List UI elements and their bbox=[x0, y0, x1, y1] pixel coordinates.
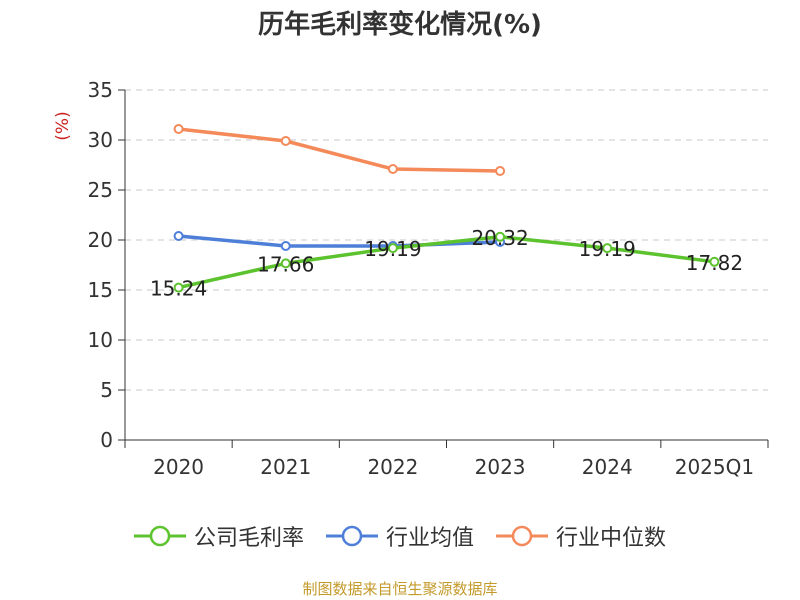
y-tick-label: 25 bbox=[88, 178, 113, 202]
y-tick-label: 15 bbox=[88, 278, 113, 302]
data-point bbox=[495, 166, 506, 176]
data-label: 15.24 bbox=[150, 277, 207, 301]
x-tick-label: 2023 bbox=[475, 455, 526, 479]
legend-marker-icon bbox=[133, 525, 186, 547]
grid-lines bbox=[125, 89, 768, 391]
x-tick-label: 2022 bbox=[367, 455, 418, 479]
y-tick-label: 35 bbox=[88, 78, 113, 102]
x-tick-label: 2020 bbox=[153, 455, 204, 479]
source-note: 制图数据来自恒生聚源数据库 bbox=[302, 580, 498, 598]
data-point bbox=[280, 136, 291, 146]
data-label: 20.32 bbox=[471, 226, 528, 250]
legend-item-0[interactable]: 公司毛利率 bbox=[133, 520, 304, 552]
y-tick-label: 5 bbox=[100, 378, 113, 402]
y-axis-label: (%) bbox=[53, 111, 73, 140]
data-label: 17.82 bbox=[686, 251, 743, 275]
y-tick-label: 10 bbox=[88, 328, 113, 352]
series-line-0 bbox=[178, 235, 715, 290]
data-point bbox=[280, 241, 291, 251]
data-point bbox=[387, 164, 398, 174]
y-tick-label: 30 bbox=[88, 128, 113, 152]
axes: 0 5 10 15 20 25 30 35 2020 2021 2022 2023 2024 2025Q1 bbox=[88, 78, 769, 479]
data-point bbox=[173, 124, 184, 134]
data-label: 17.66 bbox=[257, 252, 314, 276]
data-point bbox=[602, 243, 613, 254]
data-point bbox=[280, 258, 291, 269]
data-point bbox=[387, 243, 398, 254]
series bbox=[173, 124, 720, 293]
y-tick-label: 0 bbox=[100, 428, 113, 452]
legend-label: 行业中位数 bbox=[556, 526, 667, 551]
y-tick-label: 20 bbox=[88, 228, 113, 252]
legend-item-1[interactable]: 行业均值 bbox=[325, 520, 474, 552]
legend-marker-icon bbox=[325, 525, 378, 547]
data-label: 19.19 bbox=[579, 237, 636, 261]
x-tick-label: 2025Q1 bbox=[675, 455, 754, 479]
data-point bbox=[709, 256, 720, 267]
data-point bbox=[173, 282, 184, 293]
x-tick-label: 2021 bbox=[260, 455, 311, 479]
data-point bbox=[173, 231, 184, 241]
legend-label: 行业均值 bbox=[385, 526, 474, 551]
data-labels: 15.24 17.66 19.19 20.32 19.19 17.82 bbox=[150, 226, 743, 301]
legend-item-2[interactable]: 行业中位数 bbox=[496, 520, 666, 552]
x-tick-label: 2024 bbox=[582, 455, 633, 479]
chart-title: 历年毛利率变化情况(%) bbox=[258, 10, 542, 40]
series-line-2 bbox=[178, 127, 501, 173]
legend: 公司毛利率 行业均值 行业中位数 bbox=[0, 520, 800, 552]
data-point bbox=[495, 231, 506, 242]
legend-marker-icon bbox=[496, 525, 548, 547]
legend-label: 公司毛利率 bbox=[193, 526, 304, 551]
data-label: 19.19 bbox=[364, 237, 421, 261]
